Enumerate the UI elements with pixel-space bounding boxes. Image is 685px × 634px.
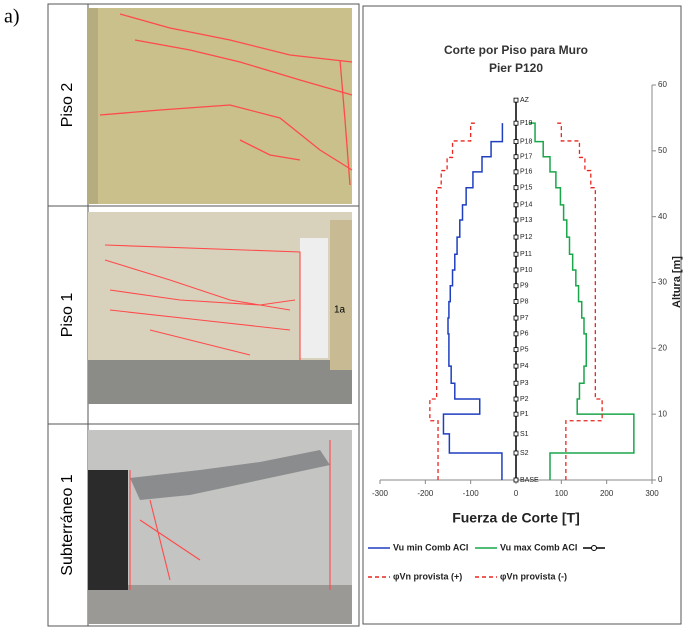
point-marker <box>514 268 518 272</box>
point-label: P3 <box>520 380 529 387</box>
x-tick-label: -100 <box>463 489 480 498</box>
chart-title: Corte por Piso para Muro <box>444 43 588 57</box>
point-label: P5 <box>520 346 529 353</box>
x-tick-label: 0 <box>514 489 519 498</box>
point-label: P6 <box>520 331 529 338</box>
point-label: BASE <box>520 477 539 484</box>
photo-label: Subterráneo 1 <box>59 474 76 576</box>
point-marker <box>514 478 518 482</box>
point-label: P7 <box>520 315 529 322</box>
y-axis-label: Altura [m] <box>671 256 683 308</box>
photo-label: Piso 1 <box>59 293 76 338</box>
point-label: P4 <box>520 363 529 370</box>
photo-floor <box>88 360 352 404</box>
legend-label: φVn provista (+) <box>393 571 462 581</box>
legend-marker <box>592 546 597 551</box>
point-label: P11 <box>520 251 532 258</box>
point-marker <box>514 218 518 222</box>
legend-label: Vu max Comb ACI <box>500 542 577 552</box>
photo-door <box>300 238 328 358</box>
point-label: P1 <box>520 411 529 418</box>
photo-label: Piso 2 <box>59 83 76 128</box>
point-marker <box>514 300 518 304</box>
x-tick-label: -300 <box>372 489 389 498</box>
point-marker <box>514 397 518 401</box>
point-marker <box>514 235 518 239</box>
y-tick-label: 50 <box>658 146 667 155</box>
point-label: P13 <box>520 217 533 224</box>
photo-floor <box>88 585 352 624</box>
y-tick-label: 20 <box>658 343 667 352</box>
point-label: P15 <box>520 185 533 192</box>
legend-label: Vu min Comb ACI <box>393 542 468 552</box>
point-label: P14 <box>520 202 533 209</box>
point-label: AZ <box>520 97 530 104</box>
point-label: P17 <box>520 154 533 161</box>
point-label: P10 <box>520 267 533 274</box>
point-marker <box>514 332 518 336</box>
point-marker <box>514 140 518 144</box>
point-marker <box>514 121 518 125</box>
x-tick-label: 300 <box>645 489 659 498</box>
y-tick-label: 60 <box>658 80 667 89</box>
photo-column <box>330 220 352 370</box>
point-marker <box>514 203 518 207</box>
point-marker <box>514 381 518 385</box>
y-tick-label: 0 <box>658 475 663 484</box>
page: {"panel_label": "a)", "photos": [{"label… <box>0 0 685 629</box>
point-label: P12 <box>520 234 533 241</box>
point-label: S2 <box>520 450 529 457</box>
y-tick-label: 40 <box>658 212 667 221</box>
point-marker <box>514 170 518 174</box>
photo-sign: 1a <box>334 305 346 316</box>
x-tick-label: 200 <box>600 489 614 498</box>
photo-dark <box>88 470 128 590</box>
point-label: P8 <box>520 298 529 305</box>
point-marker <box>514 364 518 368</box>
x-tick-label: 100 <box>555 489 569 498</box>
point-label: P18 <box>520 138 533 145</box>
point-marker <box>514 348 518 352</box>
point-marker <box>514 155 518 159</box>
point-label: S1 <box>520 431 529 438</box>
panel-label: a) <box>4 6 20 28</box>
point-label: P16 <box>520 169 533 176</box>
point-marker <box>514 316 518 320</box>
point-marker <box>514 98 518 102</box>
point-marker <box>514 186 518 190</box>
point-marker <box>514 412 518 416</box>
point-label: P2 <box>520 396 529 403</box>
point-label: P9 <box>520 283 529 290</box>
y-tick-label: 10 <box>658 409 667 418</box>
point-label: P19 <box>520 120 533 127</box>
y-tick-label: 30 <box>658 278 667 287</box>
point-marker <box>514 451 518 455</box>
point-marker <box>514 432 518 436</box>
legend-label: φVn provista (-) <box>500 571 567 581</box>
chart-subtitle: Pier P120 <box>489 61 543 75</box>
figure: a) 1a Corte por Piso para Muro Pier P120… <box>0 0 685 629</box>
x-tick-label: -200 <box>417 489 434 498</box>
point-marker <box>514 284 518 288</box>
photo-shade <box>88 8 98 204</box>
x-axis-label: Fuerza de Corte [T] <box>452 510 580 526</box>
point-marker <box>514 252 518 256</box>
